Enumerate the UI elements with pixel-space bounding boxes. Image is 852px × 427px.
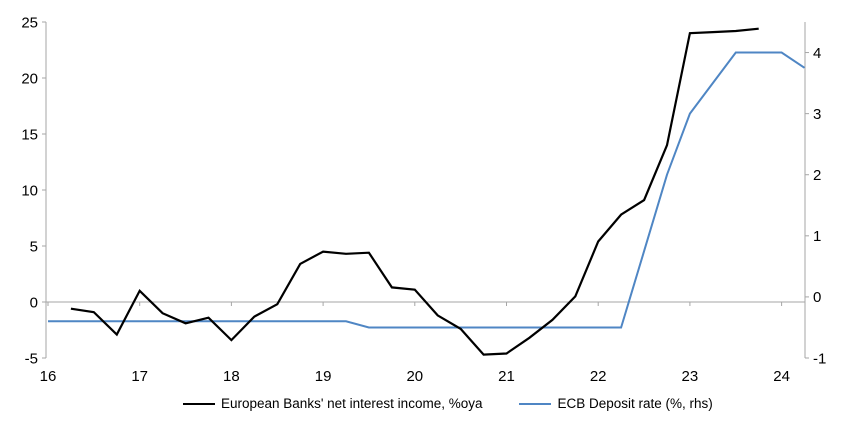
x-axis-tick-label: 23: [682, 368, 699, 385]
y-axis-left-tick-label: -5: [25, 350, 38, 367]
y-axis-right-tick-label: 1: [813, 228, 821, 245]
x-axis-tick-label: 18: [223, 368, 240, 385]
y-axis-left-tick-label: 10: [21, 182, 38, 199]
series-line-net-interest-income: [70, 27, 759, 356]
x-axis-tick-label: 22: [590, 368, 607, 385]
legend-label-ecb-deposit-rate: ECB Deposit rate (%, rhs): [557, 396, 713, 411]
legend-line-sample-black: [183, 402, 215, 405]
y-axis-right-tick-label: 4: [813, 45, 821, 62]
series-line-ecb-deposit-rate: [48, 51, 806, 329]
y-axis-left-tick-label: 0: [30, 294, 38, 311]
y-axis-left-tick-label: 20: [21, 70, 38, 87]
y-axis-left-tick-label: 5: [30, 238, 38, 255]
legend-line-sample-blue: [519, 402, 552, 405]
y-axis-right-tick-label: 0: [813, 289, 821, 306]
y-axis-left-tick-label: 25: [21, 14, 38, 31]
x-axis-tick-label: 16: [40, 368, 57, 385]
x-axis-tick-label: 20: [406, 368, 423, 385]
x-axis-tick-label: 21: [498, 368, 515, 385]
x-axis-tick-label: 17: [131, 368, 148, 385]
x-axis-tick-label: 24: [773, 368, 790, 385]
y-axis-left-tick-label: 15: [21, 126, 38, 143]
legend: European Banks' net interest income, %oy…: [183, 396, 713, 411]
legend-item-net-interest-income: European Banks' net interest income, %oy…: [183, 396, 482, 411]
y-axis-right-tick-label: -1: [813, 350, 826, 367]
legend-item-ecb-deposit-rate: ECB Deposit rate (%, rhs): [519, 396, 713, 411]
legend-label-net-interest-income: European Banks' net interest income, %oy…: [221, 396, 483, 411]
x-axis-tick-label: 19: [315, 368, 332, 385]
y-axis-right-tick-label: 3: [813, 106, 821, 123]
y-axis-right-tick-label: 2: [813, 167, 821, 184]
